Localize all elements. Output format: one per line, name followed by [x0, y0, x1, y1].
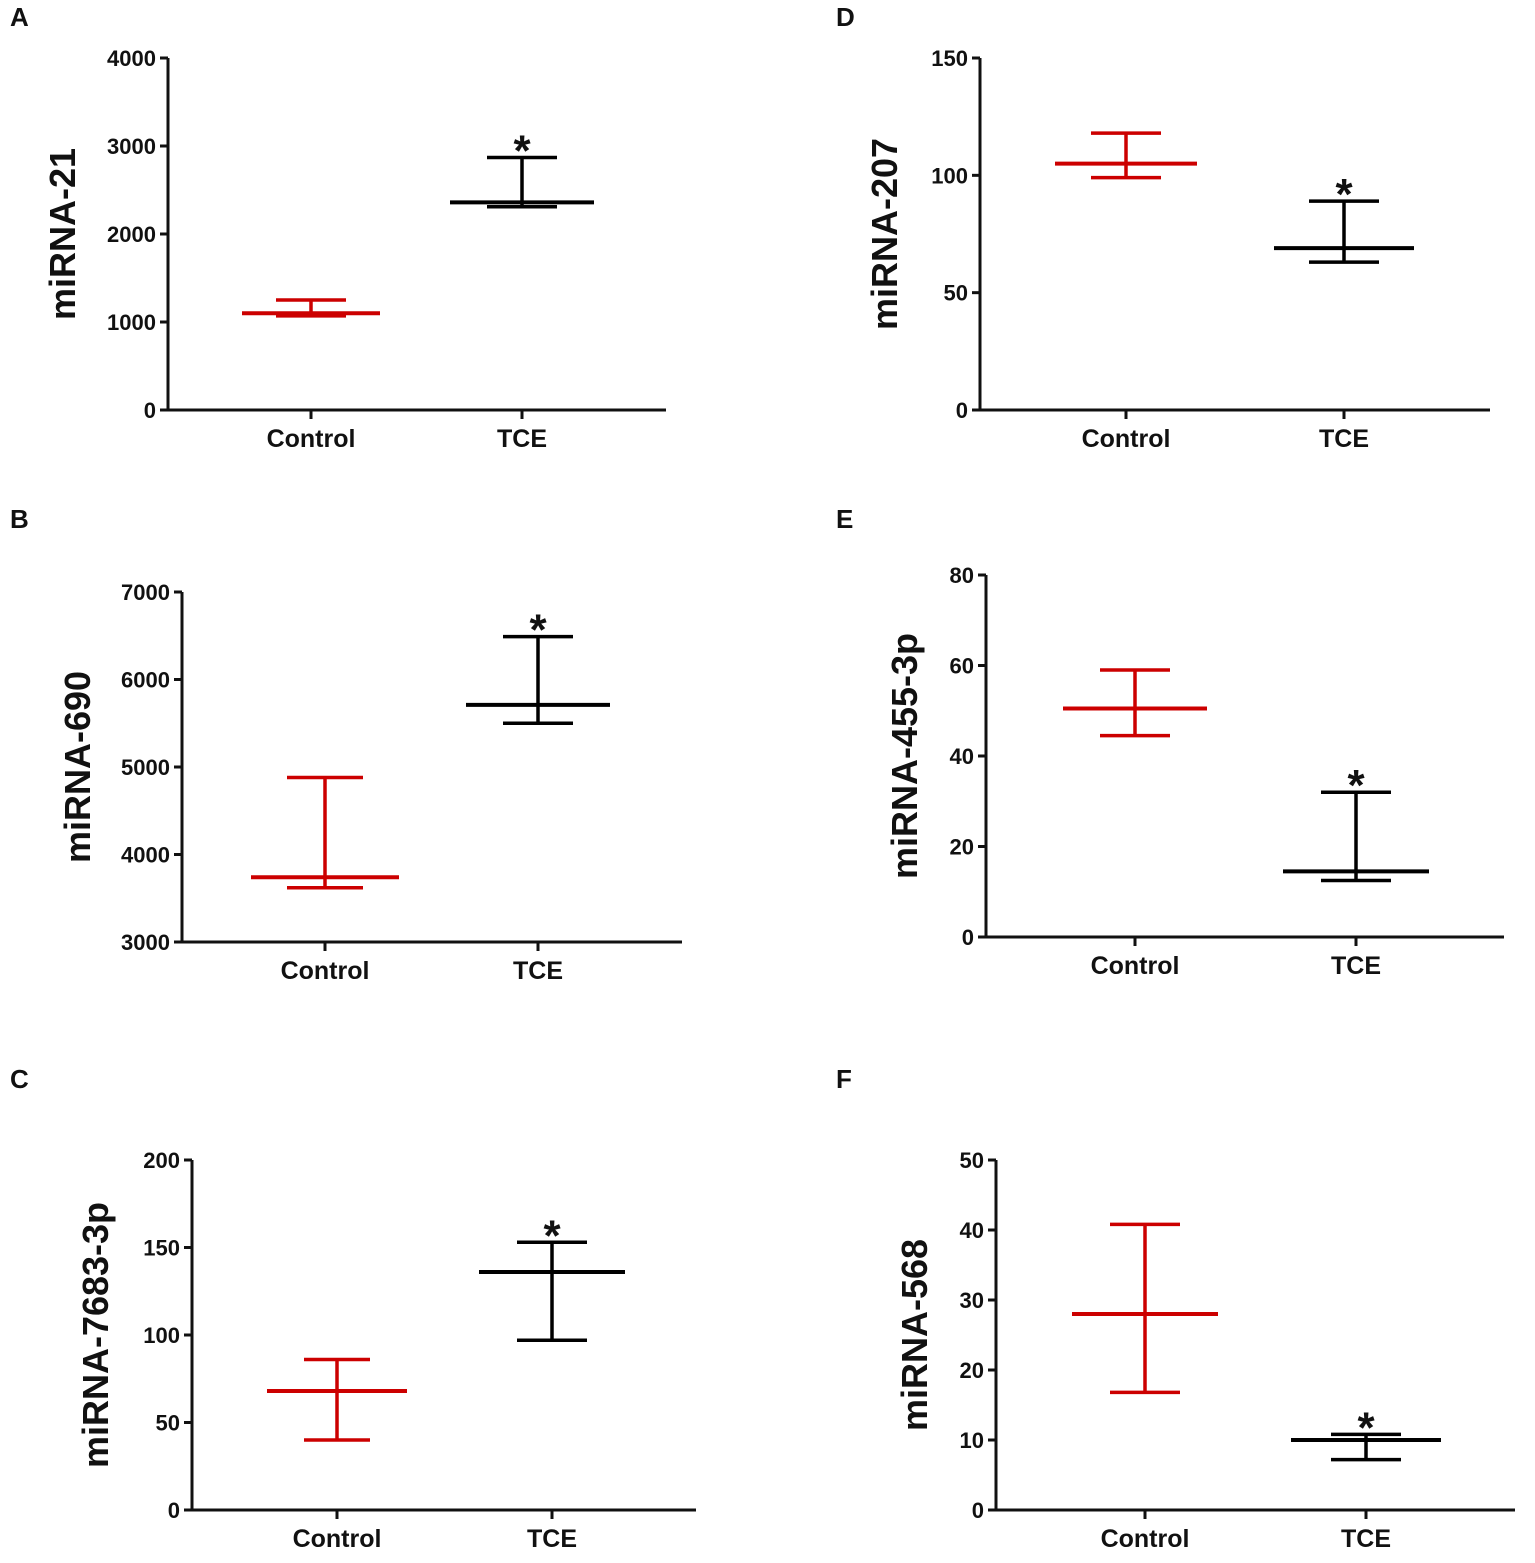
y-tick-label: 3000 — [107, 134, 156, 159]
y-tick-label: 0 — [956, 398, 968, 423]
panel-letter: C — [10, 1064, 29, 1094]
y-tick-label: 40 — [960, 1218, 984, 1243]
series-control — [267, 1357, 407, 1442]
y-tick-label: 1000 — [107, 310, 156, 335]
y-tick-label: 0 — [144, 398, 156, 423]
significance-star: * — [513, 126, 531, 175]
y-tick-label: 50 — [944, 281, 968, 306]
y-tick-label: 100 — [931, 163, 968, 188]
x-tick-label: TCE — [513, 957, 563, 985]
y-tick-label: 6000 — [121, 668, 170, 693]
series-tce: * — [1291, 1403, 1441, 1462]
y-tick-label: 150 — [931, 46, 968, 71]
panel-letter: B — [10, 504, 29, 534]
panel-e: E 0 20 40 60 80 miRNA-455-3p Control TCE * — [836, 504, 1504, 980]
y-tick-label: 7000 — [121, 580, 170, 605]
y-tick-label: 0 — [168, 1498, 180, 1523]
y-tick-label: 40 — [950, 744, 974, 769]
series-control — [1072, 1222, 1218, 1395]
y-tick-label: 5000 — [121, 755, 170, 780]
y-tick-label: 0 — [972, 1498, 984, 1523]
significance-star: * — [1347, 761, 1365, 810]
y-tick-label: 30 — [960, 1288, 984, 1313]
x-tick-label: Control — [1101, 1525, 1190, 1553]
series-tce: * — [1274, 170, 1414, 264]
x-tick-label: Control — [281, 957, 370, 985]
significance-star: * — [529, 606, 547, 655]
y-tick-label: 50 — [960, 1148, 984, 1173]
y-tick-label: 100 — [143, 1323, 180, 1348]
series-tce: * — [466, 606, 610, 725]
y-tick-label: 0 — [962, 925, 974, 950]
x-tick-label: Control — [293, 1525, 382, 1553]
x-tick-label: TCE — [1319, 425, 1369, 453]
series-tce: * — [450, 126, 594, 209]
y-tick-label: 150 — [143, 1236, 180, 1261]
significance-star: * — [1357, 1403, 1375, 1452]
x-tick-label: TCE — [527, 1525, 577, 1553]
y-tick-label: 200 — [143, 1148, 180, 1173]
y-tick-label: 80 — [950, 563, 974, 588]
y-tick-label: 4000 — [107, 46, 156, 71]
significance-star: * — [543, 1211, 561, 1260]
panel-letter: D — [836, 2, 855, 32]
y-tick-label: 20 — [950, 835, 974, 860]
y-tick-label: 2000 — [107, 222, 156, 247]
panel-d: D 0 50 100 150 miRNA-207 Control TCE * — [836, 2, 1490, 453]
y-axis-title: miRNA-455-3p — [884, 633, 925, 879]
y-tick-label: 60 — [950, 654, 974, 679]
series-control — [1055, 131, 1197, 180]
y-tick-label: 10 — [960, 1428, 984, 1453]
series-control — [1063, 668, 1207, 738]
x-tick-label: TCE — [1331, 952, 1381, 980]
series-control — [242, 298, 380, 318]
series-tce: * — [479, 1211, 625, 1342]
panel-f: F 0 10 20 30 40 50 miRNA-568 Control TCE * — [836, 1064, 1515, 1553]
significance-star: * — [1335, 170, 1353, 219]
y-tick-label: 4000 — [121, 843, 170, 868]
x-tick-label: TCE — [1341, 1525, 1391, 1553]
series-tce: * — [1283, 761, 1429, 883]
y-axis-title: miRNA-568 — [894, 1239, 935, 1431]
panel-a: A 0 1000 2000 3000 4000 miRNA-21 Control TCE * — [10, 2, 666, 453]
panel-letter: A — [10, 2, 29, 32]
x-tick-label: Control — [1091, 952, 1180, 980]
y-axis-title: miRNA-21 — [42, 148, 83, 320]
y-axis-title: miRNA-7683-3p — [75, 1202, 116, 1468]
panel-letter: E — [836, 504, 853, 534]
x-tick-label: TCE — [497, 425, 547, 453]
y-tick-label: 50 — [156, 1411, 180, 1436]
y-tick-label: 20 — [960, 1358, 984, 1383]
y-tick-label: 3000 — [121, 930, 170, 955]
x-tick-label: Control — [1082, 425, 1171, 453]
panel-letter: F — [836, 1064, 852, 1094]
panel-b: B 3000 4000 5000 6000 7000 miRNA-690 Control TCE… — [10, 504, 682, 985]
panel-c: C 0 50 100 150 200 miRNA-7683-3p Control TCE * — [10, 1064, 696, 1553]
y-axis-title: miRNA-207 — [864, 138, 905, 330]
series-control — [251, 775, 399, 890]
x-tick-label: Control — [267, 425, 356, 453]
y-axis-title: miRNA-690 — [57, 671, 98, 863]
